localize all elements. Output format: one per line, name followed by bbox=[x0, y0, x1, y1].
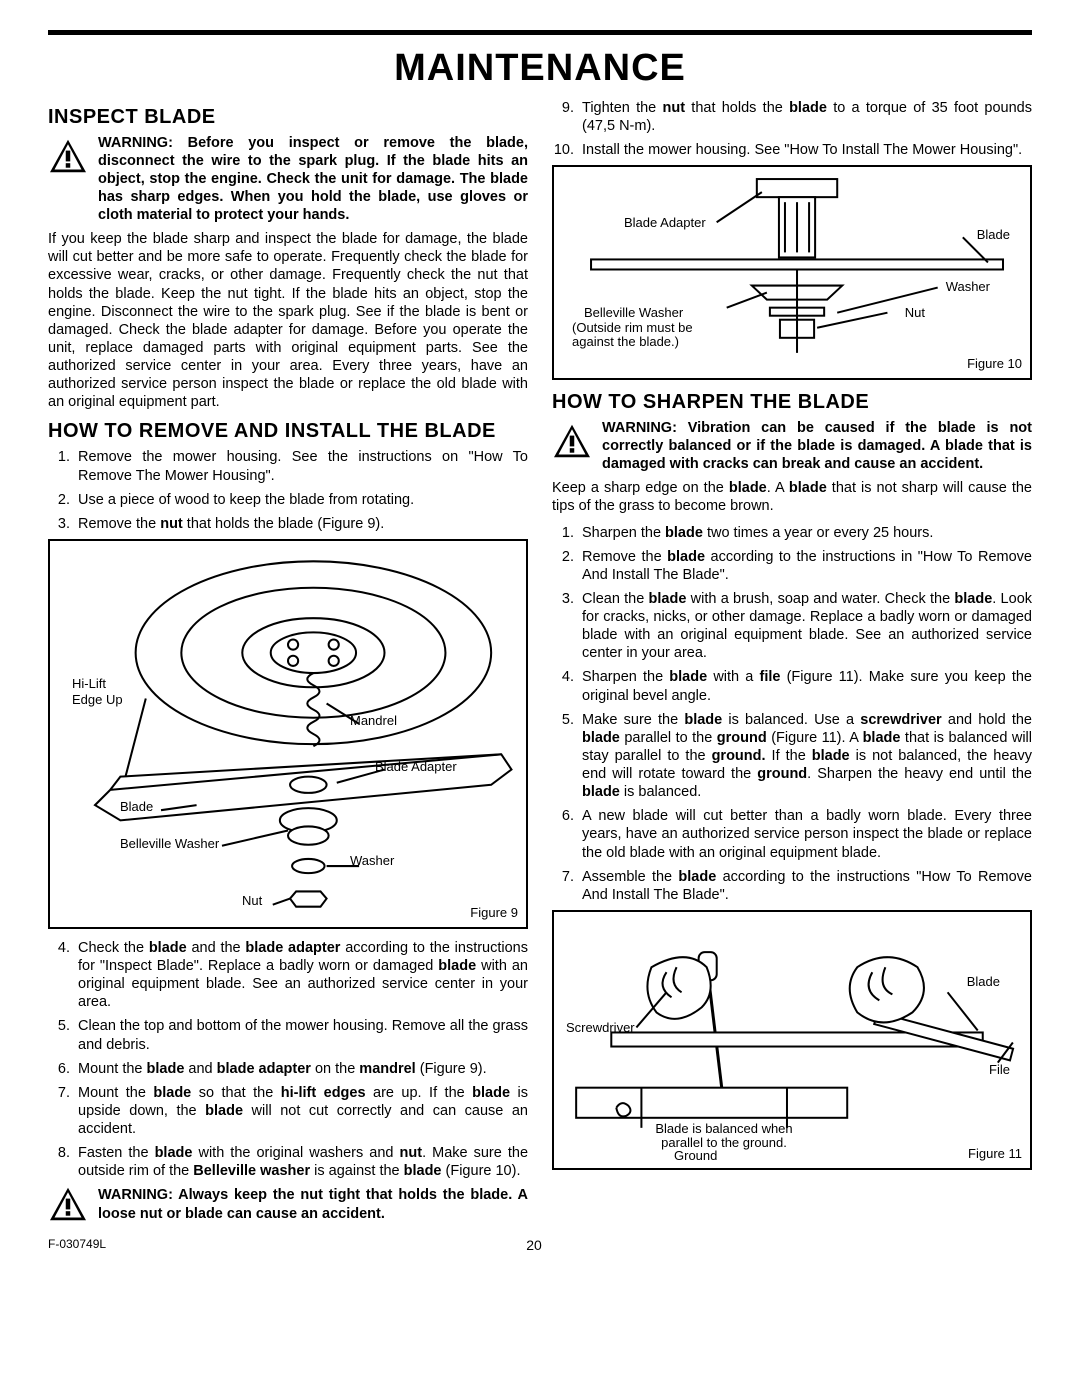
heading-remove-install: HOW TO REMOVE AND INSTALL THE BLADE bbox=[48, 419, 528, 444]
step-3: Remove the nut that holds the blade (Fig… bbox=[74, 515, 528, 533]
fig10-caption: Figure 10 bbox=[967, 356, 1022, 372]
warning-icon bbox=[552, 419, 592, 473]
warning-loose-nut: WARNING: Always keep the nut tight that … bbox=[48, 1186, 528, 1222]
sharpen-6: A new blade will cut better than a badly… bbox=[578, 807, 1032, 861]
fig11-ground: Ground bbox=[674, 1148, 717, 1164]
figure-9: Hi-Lift Edge Up Mandrel Blade Adapter Bl… bbox=[48, 539, 528, 929]
fig9-caption: Figure 9 bbox=[470, 905, 518, 921]
fig11-caption: Figure 11 bbox=[968, 1146, 1022, 1162]
fig9-nut: Nut bbox=[242, 893, 262, 909]
fig10-belleville: Belleville Washer bbox=[584, 305, 683, 321]
warning-text: WARNING: Before you inspect or remove th… bbox=[98, 134, 528, 225]
right-column: Tighten the nut that holds the blade to … bbox=[552, 99, 1032, 1227]
step-6: Mount the blade and blade adapter on the… bbox=[74, 1060, 528, 1078]
fig10-washer: Washer bbox=[946, 279, 990, 295]
sharpen-3: Clean the blade with a brush, soap and w… bbox=[578, 590, 1032, 663]
figure-11: Blade Screwdriver File Blade is balanced… bbox=[552, 910, 1032, 1170]
heading-inspect-blade: INSPECT BLADE bbox=[48, 105, 528, 130]
columns: INSPECT BLADE WARNING: Before you inspec… bbox=[48, 99, 1032, 1227]
sharpen-7: Assemble the blade according to the inst… bbox=[578, 868, 1032, 904]
warning-sharpen: WARNING: Vibration can be caused if the … bbox=[552, 419, 1032, 473]
fig9-belleville: Belleville Washer bbox=[120, 836, 219, 852]
fig9-adapter: Blade Adapter bbox=[375, 759, 457, 775]
step-9: Tighten the nut that holds the blade to … bbox=[578, 99, 1032, 135]
fig10-adapter: Blade Adapter bbox=[624, 215, 706, 231]
step-4: Check the blade and the blade adapter ac… bbox=[74, 939, 528, 1012]
step-2: Use a piece of wood to keep the blade fr… bbox=[74, 491, 528, 509]
figure-10: Blade Adapter Blade Washer Nut Bellevill… bbox=[552, 165, 1032, 380]
fig11-blade: Blade bbox=[967, 974, 1000, 990]
footer-doc: F-030749L bbox=[48, 1237, 106, 1255]
step-7: Mount the blade so that the hi-lift edge… bbox=[74, 1084, 528, 1138]
page-frame: MAINTENANCE INSPECT BLADE WARNING: Befor… bbox=[48, 30, 1032, 1254]
step-10: Install the mower housing. See "How To I… bbox=[578, 141, 1032, 159]
fig10-blade: Blade bbox=[977, 227, 1010, 243]
fig9-washer: Washer bbox=[350, 853, 394, 869]
step-1: Remove the mower housing. See the instru… bbox=[74, 448, 528, 484]
heading-sharpen: HOW TO SHARPEN THE BLADE bbox=[552, 390, 1032, 415]
main-title: MAINTENANCE bbox=[48, 45, 1032, 93]
fig9-mandrel: Mandrel bbox=[350, 713, 397, 729]
fig9-blade: Blade bbox=[120, 799, 153, 815]
sharpen-paragraph: Keep a sharp edge on the blade. A blade … bbox=[552, 479, 1032, 515]
footer: F-030749L 20 bbox=[48, 1237, 1032, 1255]
warning-icon bbox=[48, 1186, 88, 1222]
step-8: Fasten the blade with the original washe… bbox=[74, 1144, 528, 1180]
inspect-paragraph: If you keep the blade sharp and inspect … bbox=[48, 230, 528, 411]
warning-text: WARNING: Always keep the nut tight that … bbox=[98, 1186, 528, 1222]
steps-remove-b: Check the blade and the blade adapter ac… bbox=[48, 939, 528, 1181]
step-5: Clean the top and bottom of the mower ho… bbox=[74, 1017, 528, 1053]
warning-inspect: WARNING: Before you inspect or remove th… bbox=[48, 134, 528, 225]
warning-text: WARNING: Vibration can be caused if the … bbox=[602, 419, 1032, 473]
fig9-hilift: Hi-Lift Edge Up bbox=[72, 676, 132, 709]
fig10-note: (Outside rim must be against the blade.) bbox=[572, 321, 722, 350]
left-column: INSPECT BLADE WARNING: Before you inspec… bbox=[48, 99, 528, 1227]
sharpen-4: Sharpen the blade with a file (Figure 11… bbox=[578, 668, 1032, 704]
sharpen-5: Make sure the blade is balanced. Use a s… bbox=[578, 711, 1032, 802]
warning-icon bbox=[48, 134, 88, 225]
steps-sharpen: Sharpen the blade two times a year or ev… bbox=[552, 524, 1032, 904]
fig11-file: File bbox=[989, 1062, 1010, 1078]
sharpen-2: Remove the blade according to the instru… bbox=[578, 548, 1032, 584]
steps-remove-a: Remove the mower housing. See the instru… bbox=[48, 448, 528, 533]
fig11-screwdriver: Screwdriver bbox=[566, 1020, 635, 1036]
fig10-nut: Nut bbox=[905, 305, 925, 321]
fig11-balanced: Blade is balanced when parallel to the g… bbox=[644, 1122, 804, 1151]
footer-page: 20 bbox=[106, 1237, 962, 1255]
sharpen-1: Sharpen the blade two times a year or ev… bbox=[578, 524, 1032, 542]
steps-remove-c: Tighten the nut that holds the blade to … bbox=[552, 99, 1032, 159]
